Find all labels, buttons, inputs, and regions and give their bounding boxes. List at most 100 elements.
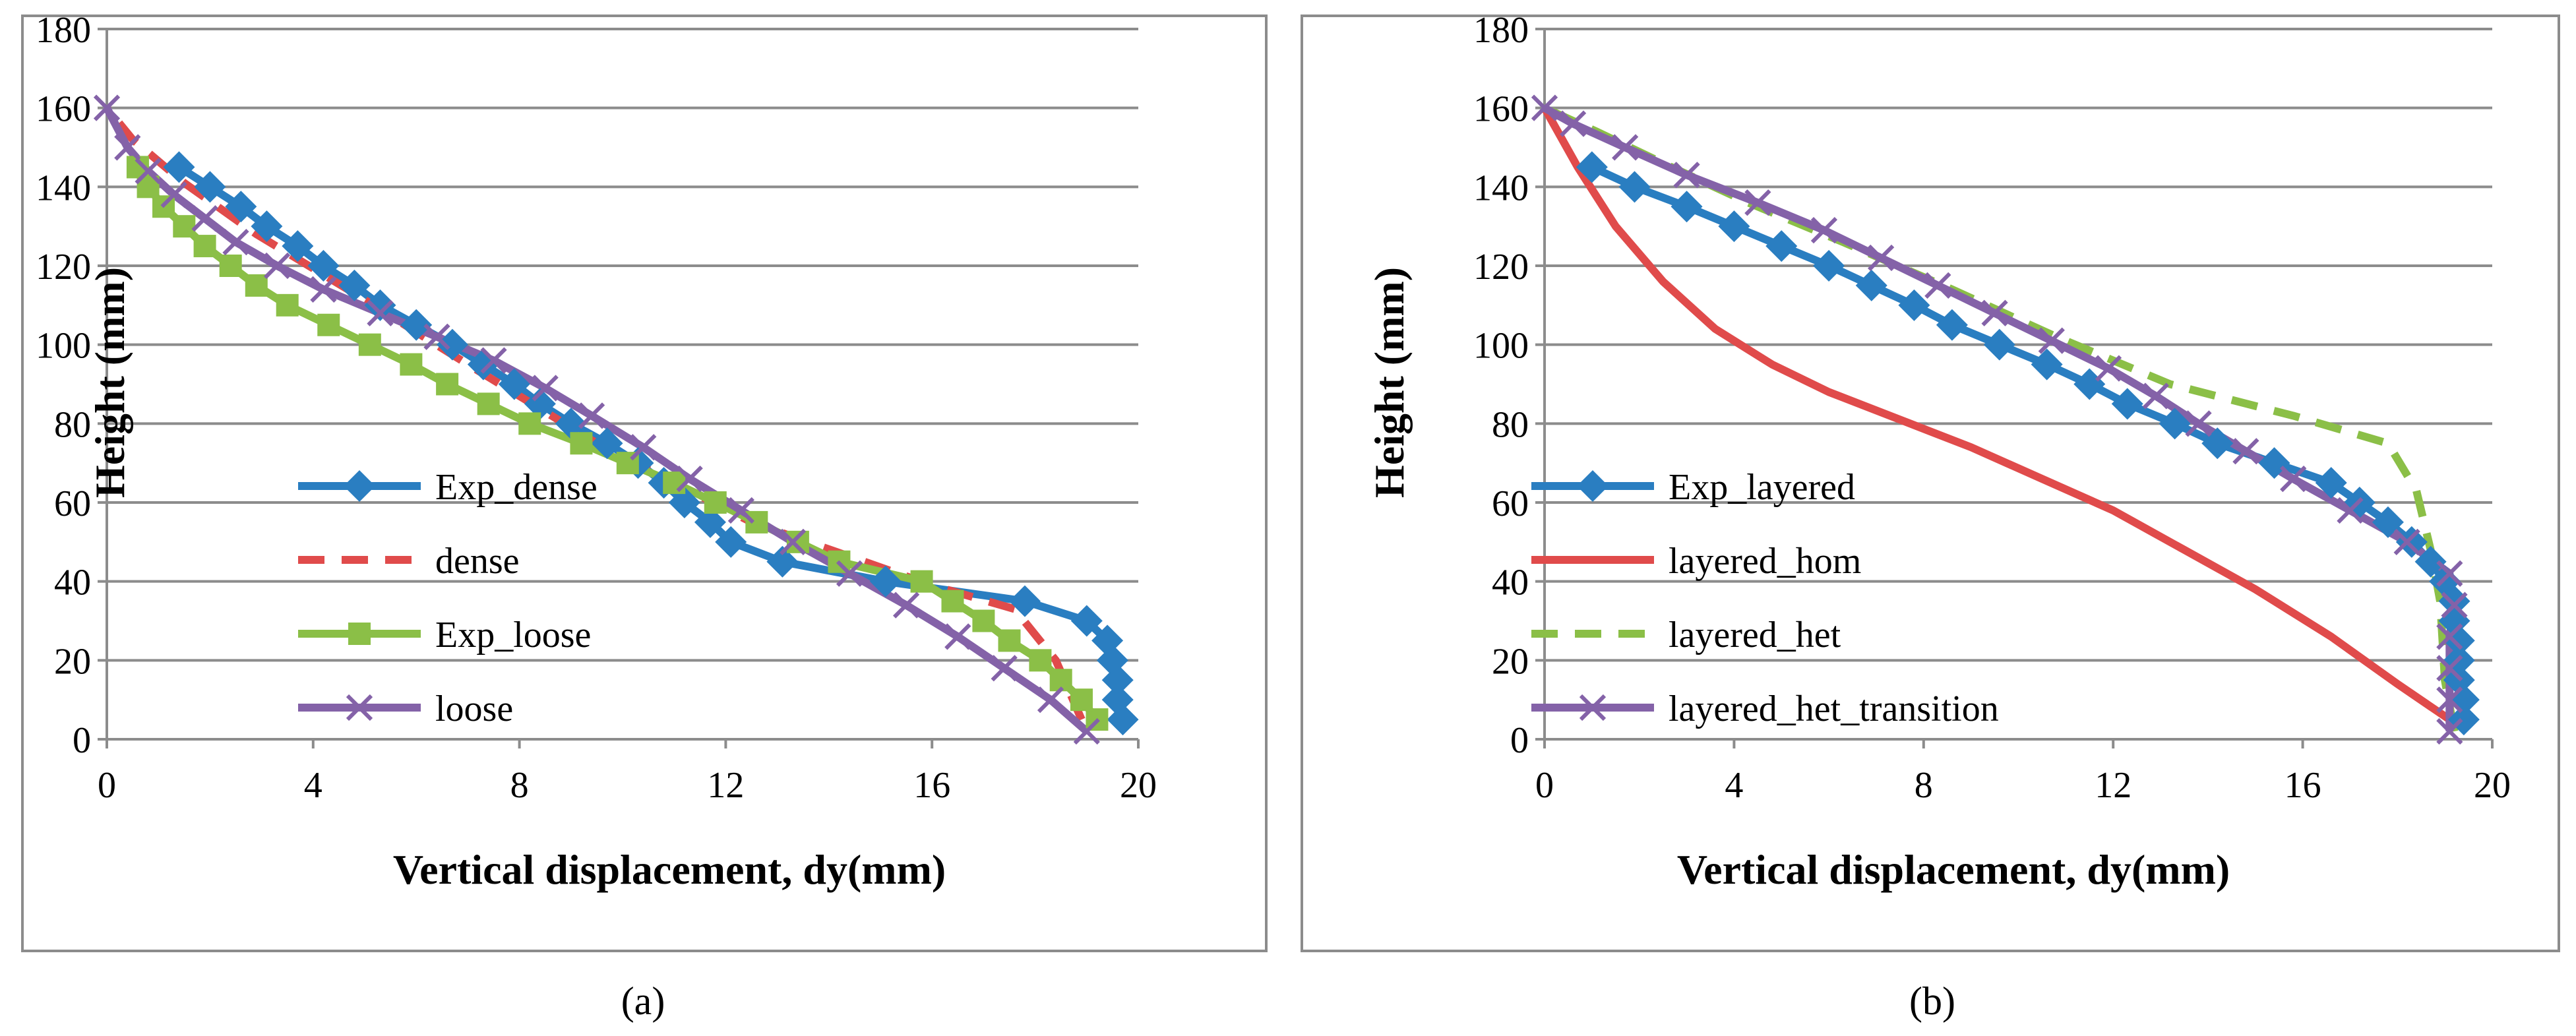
point-exp-loose-1 xyxy=(1070,688,1093,712)
point-exp-loose-22 xyxy=(245,274,268,297)
point-layered-het-transition-14 xyxy=(1981,299,2008,326)
x-tick-label-4: 4 xyxy=(1725,765,1743,806)
point-loose-1 xyxy=(1037,686,1064,714)
chart-panel-b: 0 20 40 60 80 100 120 140 160 180 0 4 8 12 16 20 Vertic… xyxy=(1301,10,2560,1023)
point-layered-het-transition-9 xyxy=(2232,438,2259,465)
y-tick-label-160: 160 xyxy=(36,89,91,130)
point-layered-het-transition-4 xyxy=(2441,592,2468,619)
point-layered-het-transition-5 xyxy=(2436,560,2463,587)
point-layered-het-transition-2 xyxy=(2436,655,2463,682)
point-exp-loose-12 xyxy=(663,472,686,495)
point-exp-layered-21 xyxy=(1898,289,1930,321)
legend-marker-loose xyxy=(346,694,373,721)
point-exp-loose-5 xyxy=(972,609,995,632)
legend-marker-layered-het-transition xyxy=(1579,694,1607,721)
point-exp-dense-16 xyxy=(524,388,556,420)
point-exp-loose-19 xyxy=(358,333,381,356)
point-exp-loose-14 xyxy=(570,432,593,455)
y-axis-title-a: Height (mm) xyxy=(86,267,133,498)
point-loose-6 xyxy=(779,528,807,555)
x-tick-label-8: 8 xyxy=(1915,765,1933,806)
x-tick-label-20: 20 xyxy=(1120,765,1157,806)
y-tick-label-180: 180 xyxy=(36,10,91,51)
point-exp-layered-8 xyxy=(2414,545,2447,578)
y-tick-label-60: 60 xyxy=(54,483,91,524)
point-loose-2 xyxy=(991,655,1018,682)
tick-labels-a: 0 20 40 60 80 100 120 140 160 180 0 4 8 12 16 20 xyxy=(36,10,1157,806)
point-exp-dense-5 xyxy=(1070,605,1103,637)
point-exp-dense-27 xyxy=(194,171,226,203)
point-layered-het-transition-0 xyxy=(2436,717,2463,745)
point-layered-het-transition-16 xyxy=(1868,244,1895,272)
point-loose-4 xyxy=(892,592,920,619)
x-tick-label-8: 8 xyxy=(510,765,529,806)
x-tick-label-12: 12 xyxy=(2095,765,2131,806)
point-exp-loose-18 xyxy=(400,353,423,376)
point-exp-loose-24 xyxy=(193,235,216,258)
point-exp-loose-20 xyxy=(317,313,340,336)
y-tick-label-40: 40 xyxy=(1492,563,1529,603)
point-loose-22 xyxy=(93,94,121,121)
point-exp-loose-7 xyxy=(910,570,933,593)
y-tick-label-100: 100 xyxy=(36,326,91,367)
point-exp-layered-19 xyxy=(1983,328,2015,361)
y-tick-label-0: 0 xyxy=(73,720,91,761)
x-tick-label-12: 12 xyxy=(707,765,744,806)
point-loose-17 xyxy=(222,228,249,256)
y-tick-label-20: 20 xyxy=(1492,641,1529,682)
panel-frame-a xyxy=(21,15,1268,952)
point-exp-layered-17 xyxy=(2073,368,2106,400)
point-loose-12 xyxy=(480,347,507,374)
point-loose-20 xyxy=(135,158,162,185)
point-loose-13 xyxy=(423,323,450,350)
point-exp-loose-10 xyxy=(745,510,768,533)
legend-label-dense: dense xyxy=(435,541,520,582)
x-tick-label-16: 16 xyxy=(913,765,950,806)
point-exp-layered-12 xyxy=(2315,467,2347,499)
y-tick-label-180: 180 xyxy=(1473,10,1529,51)
point-exp-dense-21 xyxy=(364,289,396,321)
point-exp-loose-11 xyxy=(704,491,727,514)
point-exp-dense-28 xyxy=(163,151,195,183)
point-loose-11 xyxy=(532,375,559,402)
point-loose-14 xyxy=(367,299,394,326)
point-exp-dense-19 xyxy=(436,328,468,361)
panel-frame-b xyxy=(1301,15,2560,952)
legend-marker-exp-loose xyxy=(348,623,371,645)
point-exp-dense-7 xyxy=(869,565,902,597)
point-exp-layered-15 xyxy=(2159,408,2191,440)
point-exp-dense-9 xyxy=(715,526,747,558)
x-axis-title-a: Vertical displacement, dy(mm) xyxy=(393,846,946,893)
point-exp-loose-16 xyxy=(477,392,500,415)
point-layered-het-transition-8 xyxy=(2280,465,2307,493)
y-tick-label-80: 80 xyxy=(54,404,91,445)
y-tick-label-0: 0 xyxy=(1510,720,1529,761)
point-exp-layered-25 xyxy=(1718,210,1750,243)
legend-label-layered-het-transition: layered_het_transition xyxy=(1669,688,1999,729)
point-layered-het-transition-17 xyxy=(1810,217,1838,244)
y-tick-label-80: 80 xyxy=(1492,404,1529,445)
point-layered-het-transition-1 xyxy=(2436,686,2463,714)
point-exp-layered-18 xyxy=(2031,348,2063,381)
point-loose-19 xyxy=(160,181,187,208)
point-exp-dense-20 xyxy=(400,309,433,341)
point-exp-layered-20 xyxy=(1936,309,1968,341)
y-tick-label-160: 160 xyxy=(1473,89,1529,130)
x-tick-label-4: 4 xyxy=(304,765,322,806)
point-layered-het-transition-3 xyxy=(2436,623,2463,650)
point-exp-loose-3 xyxy=(1029,649,1052,672)
point-exp-dense-15 xyxy=(555,408,587,440)
x-axis-title-b: Vertical displacement, dy(mm) xyxy=(1677,846,2230,893)
point-loose-3 xyxy=(944,623,971,650)
chart-panel-a: 0 20 40 60 80 100 120 140 160 180 0 4 8 12 16 20 Vertic… xyxy=(21,10,1268,1023)
point-exp-layered-26 xyxy=(1671,191,1703,223)
series-line-layered-hom xyxy=(1541,106,2452,723)
point-exp-loose-17 xyxy=(436,373,459,396)
legend-label-layered-hom: layered_hom xyxy=(1669,541,1861,582)
point-exp-layered-28 xyxy=(1576,151,1608,183)
point-exp-layered-24 xyxy=(1765,230,1798,262)
point-exp-layered-7 xyxy=(2429,565,2461,597)
point-exp-layered-13 xyxy=(2258,447,2290,479)
point-exp-loose-4 xyxy=(998,629,1021,652)
